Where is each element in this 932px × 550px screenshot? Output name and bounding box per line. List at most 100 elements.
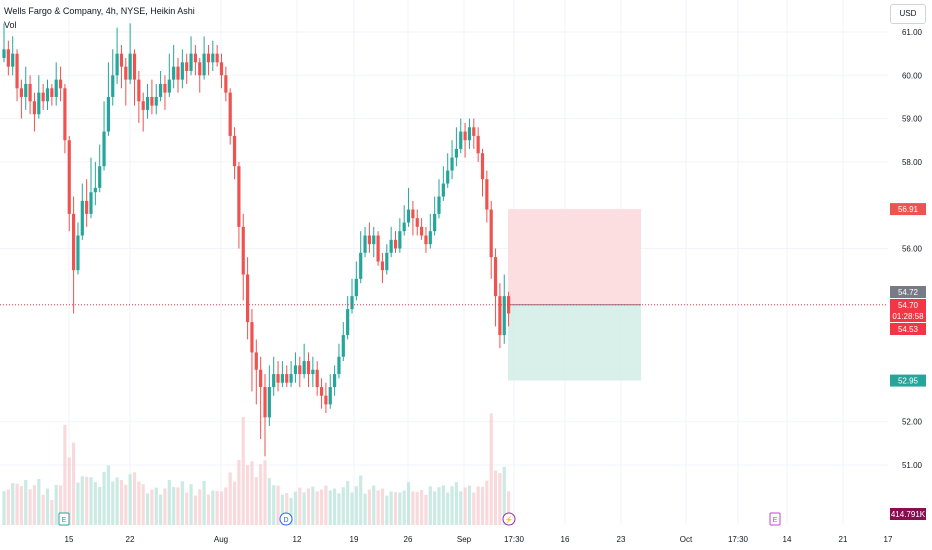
volume-bar <box>128 474 132 525</box>
candle-body <box>202 53 206 76</box>
candle-body <box>11 53 15 67</box>
candle-body <box>93 187 97 193</box>
volume-bar <box>363 493 367 525</box>
volume-bar <box>319 489 324 525</box>
volume-bar <box>398 492 402 525</box>
volume-bar <box>119 480 124 525</box>
candle-body <box>463 131 467 141</box>
candle-body <box>359 252 363 279</box>
candle-body <box>259 369 263 388</box>
candle-body <box>428 231 432 245</box>
candle-body <box>76 235 80 271</box>
event-marker-dividend[interactable]: D <box>279 512 293 526</box>
candle-body <box>306 361 311 375</box>
candle-body <box>115 53 119 76</box>
volume-bar <box>489 413 493 525</box>
price-tag-text: 54.53 <box>898 325 919 334</box>
volume-bar <box>37 479 41 525</box>
volume-bar <box>163 488 167 525</box>
dividend-icon <box>279 512 293 526</box>
time-axis[interactable]: 15 22 Aug 12 19 26 Sep 17:30 16 23 Oct 17:30 14 21 17 <box>65 535 893 544</box>
price-tags: 56.91 54.72 54.70 01:28:58 54.53 52.95 414.791… <box>890 203 926 520</box>
volume-bar <box>350 492 354 525</box>
x-tick-label: 19 <box>350 535 359 544</box>
price-tag-bg <box>890 310 926 322</box>
candle-body <box>219 62 224 76</box>
candle-body <box>54 79 58 97</box>
currency-button[interactable]: USD <box>890 4 926 24</box>
candle-body <box>363 235 367 253</box>
y-tick-label: 51.00 <box>902 461 923 470</box>
price-tag-target: 52.95 <box>890 374 926 387</box>
candle-body <box>159 83 163 97</box>
candle-body <box>507 296 511 314</box>
volume-bar <box>267 478 271 525</box>
volume-bar <box>193 495 197 525</box>
volume-bar <box>259 464 263 525</box>
candle-body <box>224 75 228 93</box>
event-marker-split[interactable]: ⚡ <box>502 512 516 526</box>
event-marker-earnings[interactable]: E <box>58 512 70 526</box>
volume-bar <box>241 417 245 525</box>
volume-bar <box>437 487 441 525</box>
earnings-icon <box>58 512 70 526</box>
x-tick-label: 15 <box>65 535 74 544</box>
volume-bar <box>306 488 311 525</box>
volume-bar <box>224 487 228 525</box>
long-position-tool[interactable] <box>508 209 641 381</box>
volume-bar <box>441 485 445 525</box>
volume-bar <box>41 494 45 525</box>
candle-body <box>163 83 167 93</box>
volume-bar <box>6 489 10 525</box>
volume-bar <box>111 481 115 525</box>
candle-body <box>411 209 415 219</box>
event-marker-label: D <box>283 517 288 524</box>
candle-body <box>367 235 371 245</box>
volume-bar <box>137 481 141 525</box>
candle-body <box>441 183 445 197</box>
candle-body <box>141 101 145 110</box>
candle-body <box>19 88 23 97</box>
candle-body <box>311 369 315 375</box>
candle-body <box>476 135 480 154</box>
candle-body <box>185 62 189 71</box>
candle-body <box>380 261 385 271</box>
candle-body <box>128 53 132 80</box>
candle-body <box>289 374 293 383</box>
x-tick-label: Sep <box>457 535 472 544</box>
volume-bar <box>206 494 211 525</box>
event-marker-earnings[interactable]: E <box>769 512 781 526</box>
volume-bar <box>32 485 37 525</box>
candle-body <box>467 127 472 141</box>
candle-body <box>193 53 197 63</box>
candle-body <box>111 75 115 97</box>
candle-body <box>98 166 102 188</box>
volume-bar <box>367 489 371 525</box>
candle-body <box>406 209 411 223</box>
volume-bar <box>232 481 237 525</box>
event-markers[interactable]: E D ⚡ E <box>58 512 781 526</box>
price-tag-bg <box>890 203 926 216</box>
volume-label[interactable]: Vol <box>4 20 17 30</box>
stop-loss-zone[interactable] <box>508 209 641 305</box>
volume-bar <box>85 476 89 525</box>
volume-bar <box>302 492 306 525</box>
candle-body <box>189 53 193 71</box>
volume-bar <box>150 489 154 525</box>
volume-bar <box>346 481 350 525</box>
candle-body <box>176 66 180 80</box>
y-tick-label: 60.00 <box>902 71 923 80</box>
volume-bar <box>328 490 332 525</box>
y-tick-label: 61.00 <box>902 28 923 37</box>
take-profit-zone[interactable] <box>508 304 641 381</box>
candle-body <box>263 387 267 418</box>
price-axis[interactable]: 61.00 60.00 59.00 58.00 56.00 52.00 51.00 <box>902 28 923 470</box>
candlesticks <box>2 23 511 457</box>
candle-body <box>172 66 176 80</box>
price-tag-text: 414.791K <box>891 510 926 519</box>
volume-bar <box>211 490 215 525</box>
volume-bar <box>406 482 411 525</box>
price-tag-low-tag: 54.53 <box>890 323 926 335</box>
volume-bar <box>124 484 128 525</box>
